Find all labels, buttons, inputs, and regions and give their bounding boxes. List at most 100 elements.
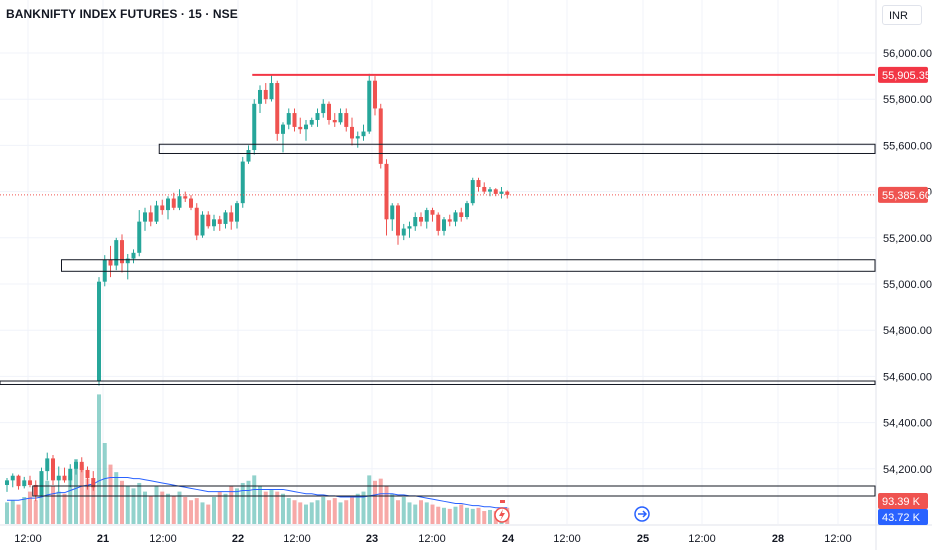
candle [355, 136, 360, 139]
volume-bar [367, 475, 372, 524]
candle [401, 228, 406, 236]
resistance-price-label: 55,905.35 [882, 70, 931, 82]
time-tick-label: 12:00 [553, 533, 581, 545]
candle [338, 113, 343, 123]
price-tick-label: 55,800.00 [883, 94, 932, 106]
time-tick-label: 22 [232, 533, 244, 545]
candle [97, 281, 101, 382]
zone-rectangle [32, 485, 876, 497]
candle [252, 103, 257, 151]
candle [16, 475, 21, 487]
volume-bar [419, 500, 423, 524]
currency-button[interactable]: INR [882, 5, 922, 25]
volume-bar [125, 486, 130, 524]
volume-bar [45, 480, 50, 524]
volume-bar [91, 482, 96, 524]
volume-bar [189, 500, 193, 524]
time-tick-label: 28 [772, 533, 784, 545]
candle [384, 163, 389, 220]
time-tick-label: 12:00 [149, 533, 177, 545]
candle [148, 212, 153, 222]
volume-bar [39, 493, 44, 524]
candle [436, 214, 441, 231]
price-tick-label: 54,600.00 [883, 371, 932, 383]
volume-value-label-bg [878, 493, 928, 509]
volume-bar [102, 443, 107, 524]
time-axis[interactable]: 12:00 21 12:00 22 12:00 23 12:00 24 12:00 25 12:00… [14, 533, 852, 545]
volume-bar [396, 500, 400, 524]
volume-bar [235, 488, 239, 524]
volume-bar [298, 502, 303, 524]
candle [390, 205, 395, 220]
volume-bar [459, 504, 464, 524]
candle [281, 124, 285, 134]
candle [217, 219, 222, 224]
zone-rectangle [61, 259, 876, 272]
candle [28, 480, 32, 485]
candle [160, 205, 165, 211]
candle [263, 89, 268, 100]
candle [309, 119, 314, 125]
candle [488, 189, 492, 192]
volume-bar [373, 480, 377, 524]
volume-bar [108, 464, 113, 524]
symbol-title[interactable]: BANKNIFTY INDEX FUTURES · 15 · NSE [6, 7, 238, 21]
volume-bar [85, 478, 90, 524]
candle [91, 478, 96, 488]
candle [114, 240, 119, 266]
candle [378, 108, 383, 164]
candle [177, 196, 182, 208]
volume-bar [436, 506, 441, 524]
time-tick-label: 24 [502, 533, 515, 545]
volume-bar [229, 486, 234, 524]
volume-bar [465, 507, 469, 524]
volume-bar [246, 480, 251, 524]
candle [131, 252, 136, 259]
volume-bar [413, 504, 418, 524]
volume-bar [62, 493, 67, 524]
volume-bar [137, 482, 142, 524]
volume-bar [482, 511, 487, 524]
candle [183, 196, 188, 199]
price-levels[interactable] [0, 73, 875, 196]
volume-bar [338, 502, 343, 524]
candle [430, 210, 435, 215]
candle [476, 180, 481, 187]
candle [292, 113, 297, 127]
time-tick-label: 12:00 [688, 533, 716, 545]
event-marker [500, 500, 505, 503]
candle [22, 480, 27, 487]
candle [275, 83, 280, 134]
candle [171, 198, 176, 208]
candle [39, 471, 44, 496]
volume-bar [16, 504, 21, 524]
volume-bar [332, 498, 337, 524]
candle [470, 180, 475, 204]
candle [413, 217, 418, 227]
event-icons[interactable] [494, 500, 650, 523]
candle [194, 207, 199, 236]
candle [304, 124, 308, 130]
price-tick-label: 54,200.00 [883, 464, 932, 476]
candle [367, 80, 372, 132]
volume-bar [315, 500, 320, 524]
volume-bar [10, 500, 15, 524]
candle [447, 219, 452, 222]
price-tick-label: 54,800.00 [883, 325, 932, 337]
price-tick-label: 55,000.00 [883, 279, 932, 291]
volume-bar [33, 500, 38, 524]
volume-bar [240, 482, 245, 524]
candle [459, 212, 464, 218]
time-tick-label: 12:00 [14, 533, 42, 545]
candle [315, 113, 320, 120]
support-resistance-zones[interactable] [0, 143, 876, 497]
price-axis[interactable]: 56,000.0055,800.0055,600.0055,400.0055,2… [878, 48, 932, 525]
candle [246, 150, 251, 162]
volume-bar [194, 498, 199, 524]
candle [5, 480, 9, 485]
candle [442, 219, 446, 231]
volume-bar [361, 491, 366, 524]
candle [327, 103, 331, 120]
volume-bar [51, 486, 55, 524]
